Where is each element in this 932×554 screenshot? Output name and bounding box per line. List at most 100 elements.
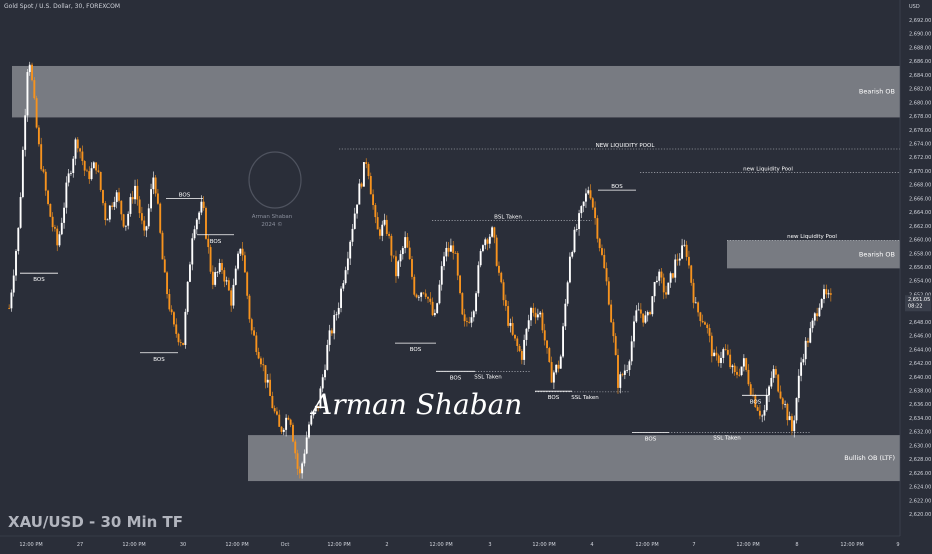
candle [797,375,800,399]
liquidity-label: SSL Taken [474,374,502,380]
y-tick-label: 2,676.00 [909,128,931,134]
candle [820,299,823,308]
candle [285,417,288,430]
candle [749,384,752,395]
candle [456,253,459,276]
candle [575,228,578,230]
candle [525,328,528,340]
candle [97,170,100,172]
candle [227,280,230,291]
candle [514,334,516,339]
candle [301,463,304,474]
candle [651,296,654,315]
candle [603,254,606,269]
candle [591,198,594,208]
candle [273,408,276,412]
candle [216,271,219,273]
candle [159,203,162,233]
candle [534,312,537,318]
candle [296,453,299,469]
candle [610,304,613,323]
candle [195,219,198,230]
liquidity-label: new Liquidity Pool [787,234,837,240]
candle [811,320,814,329]
candle [816,313,819,317]
candle [223,270,226,282]
candle [411,259,413,277]
candle [683,244,686,246]
candle [37,127,40,145]
candle [802,359,805,363]
candle [225,280,228,282]
candle [367,163,370,177]
price-tag-value: 2,651.05 [908,297,930,303]
candle [568,256,571,283]
candle [74,139,77,159]
candle [644,315,647,323]
candle [60,222,63,235]
candle [70,172,72,174]
candle [115,192,118,202]
brain-logo [248,151,302,209]
y-tick-label: 2,664.00 [909,210,931,216]
y-tick-label: 2,660.00 [909,238,931,244]
bos-label: BOS [179,192,191,198]
candle [129,197,132,214]
candle [198,212,201,220]
candle [733,365,736,373]
candle [303,453,306,464]
y-tick-label: 2,646.00 [909,334,931,340]
candle [388,233,391,236]
candle [259,358,262,365]
candle [383,219,386,225]
candle [369,176,372,195]
candle [177,333,180,343]
candle [470,317,473,323]
candle [280,426,283,432]
y-tick-label: 2,624.00 [909,485,931,491]
candle [381,224,384,236]
candle [413,276,416,295]
candle [44,171,47,191]
candle [193,229,196,239]
candle [678,258,681,261]
candle [658,271,661,281]
candle [477,265,480,294]
candle [532,307,535,313]
y-tick-label: 2,640.00 [909,375,931,381]
candle [468,321,471,323]
candle [289,419,292,425]
candle [585,193,587,202]
candle [548,348,551,363]
candle [385,219,388,234]
candle [397,261,400,277]
y-tick-label: 2,634.00 [909,416,931,422]
candle [495,237,498,266]
candle [337,307,340,315]
candle [516,338,519,346]
candle [601,248,603,255]
candle [392,255,395,257]
candle [72,158,75,173]
candle [294,441,297,454]
candle [67,173,70,183]
candle [362,162,365,187]
candle [113,201,116,207]
candle [507,306,510,326]
candle [795,398,798,421]
x-tick-label: 12:00 PM [225,542,248,548]
candle [333,315,336,334]
candle [688,256,690,266]
candle [200,201,203,213]
y-tick-label: 2,680.00 [909,100,931,106]
y-tick-label: 2,644.00 [909,347,931,353]
bos-label: BOS [450,375,462,381]
candle [708,328,711,336]
candle [401,248,404,255]
candle [150,189,152,209]
candle [502,282,505,301]
candle [182,342,185,345]
candle [440,266,443,285]
